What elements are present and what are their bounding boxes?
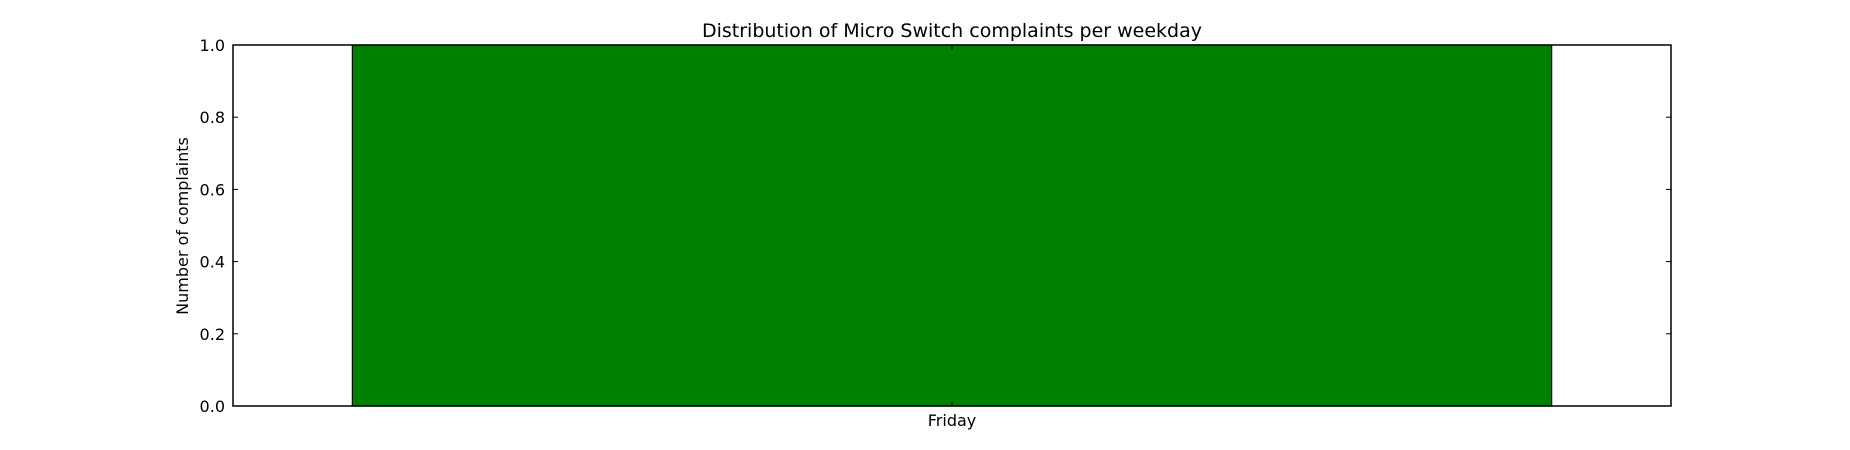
- x-tick-label: Friday: [928, 411, 977, 430]
- y-tick-label: 0.0: [200, 397, 225, 416]
- y-tick-label: 1.0: [200, 36, 225, 55]
- bars-group: [351, 44, 1553, 407]
- y-tick-label: 0.2: [200, 325, 225, 344]
- y-tick-label: 0.4: [200, 253, 225, 272]
- y-tick-label: 0.6: [200, 180, 225, 199]
- bar-friday: [351, 44, 1553, 407]
- plot-frame: [232, 44, 1672, 407]
- chart-title: Distribution of Micro Switch complaints …: [702, 20, 1202, 42]
- y-axis-label: Number of complaints: [173, 137, 192, 315]
- y-tick-label: 0.8: [200, 108, 225, 127]
